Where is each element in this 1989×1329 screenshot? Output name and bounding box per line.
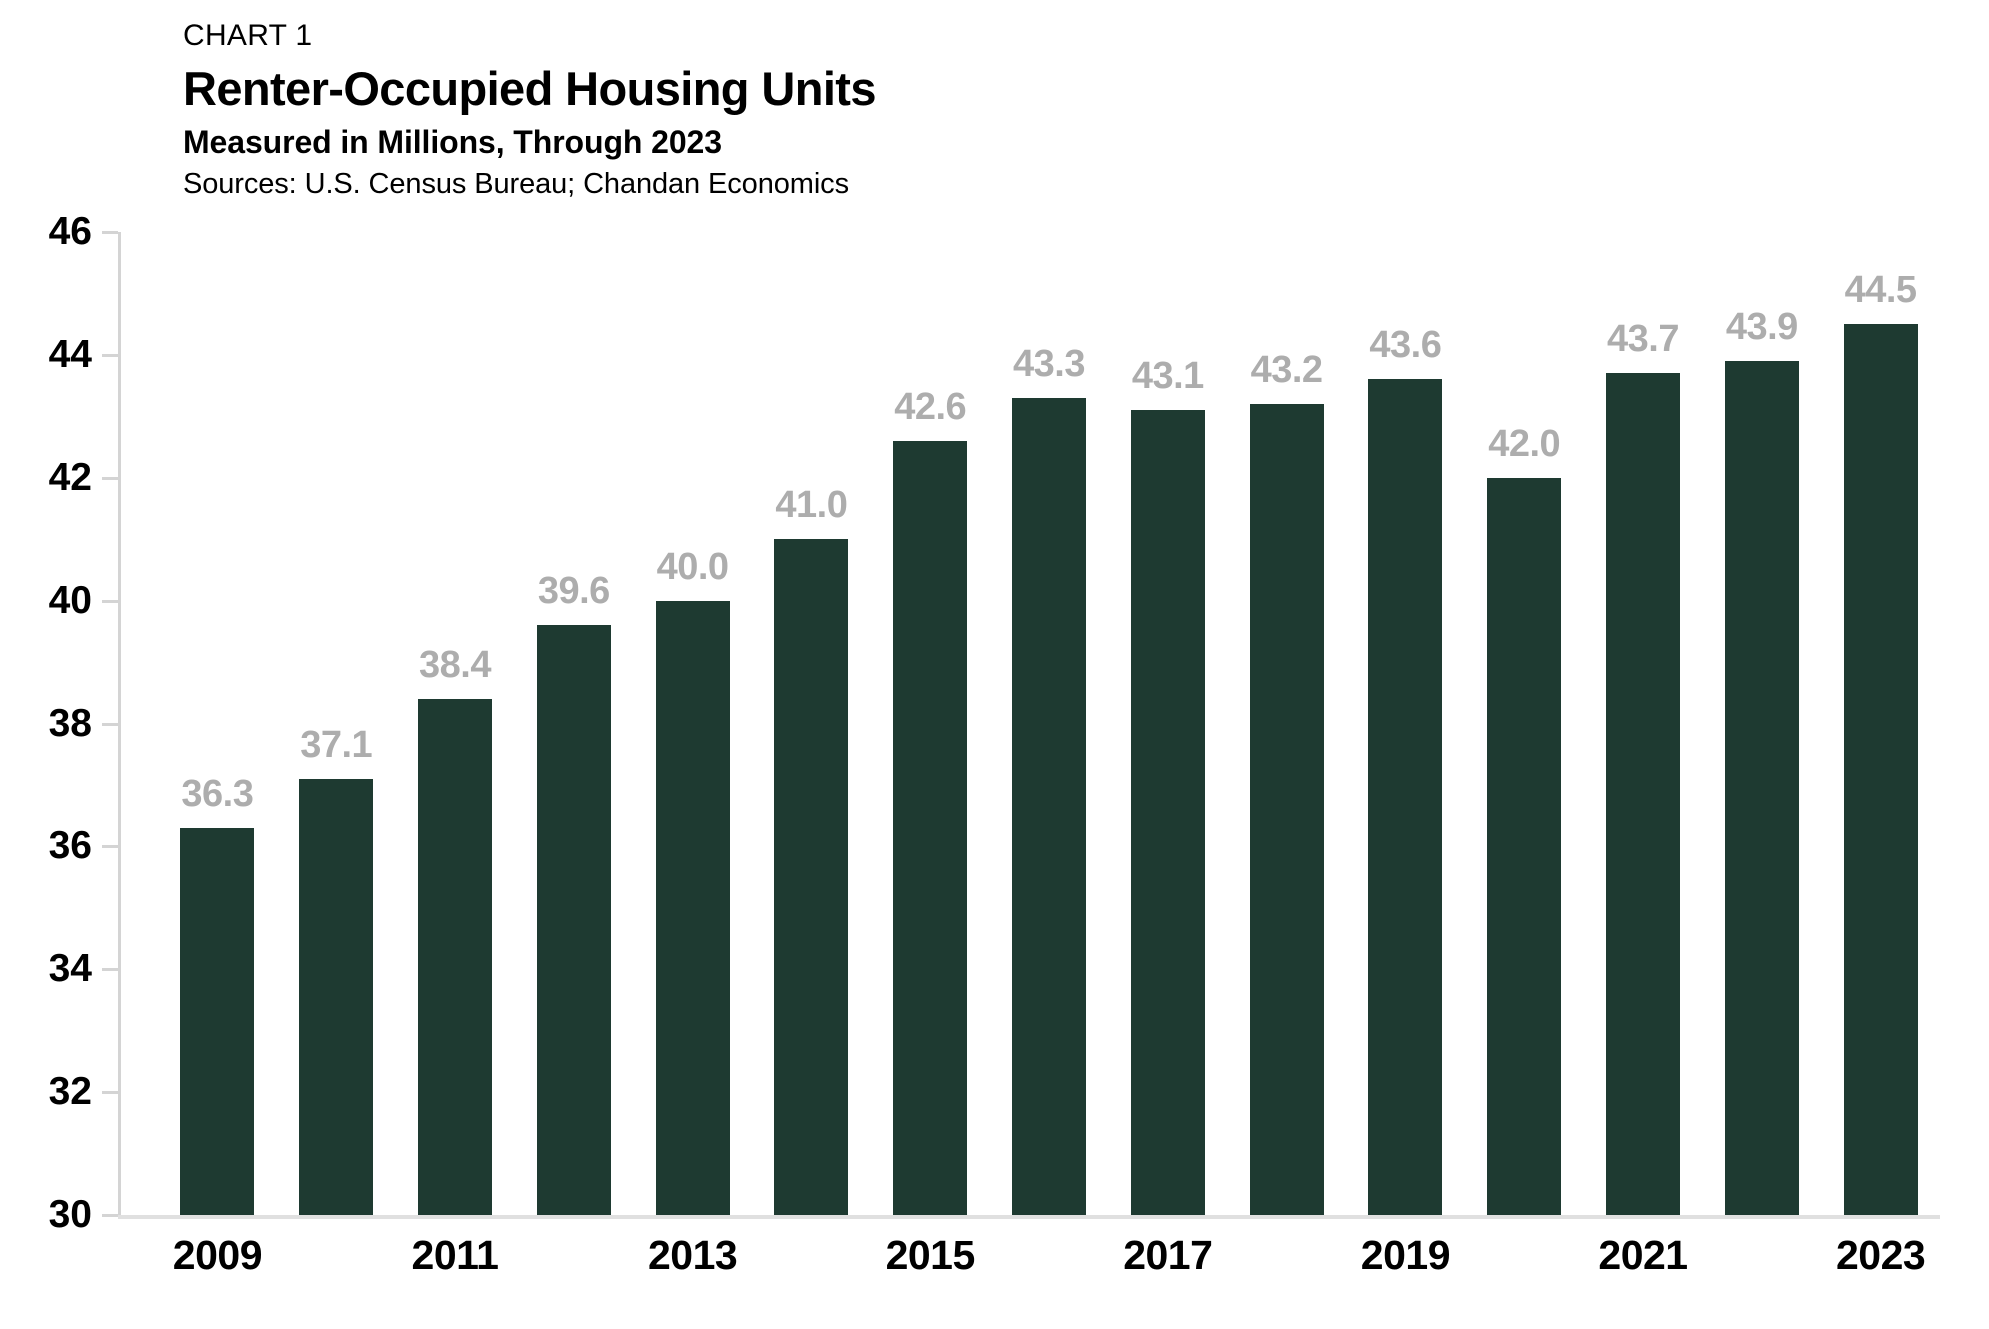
y-axis-tick [102,476,118,480]
bar-value-label: 43.9 [1725,306,1798,349]
y-axis-tick [102,353,118,357]
x-axis-label: 2017 [1123,1232,1213,1278]
bar-group[interactable]: 43.3 [1012,232,1086,1215]
y-axis-tick [102,231,118,234]
bar[interactable] [1130,410,1205,1215]
y-axis-label: 36 [48,824,92,868]
bar-group[interactable]: 43.1 [1130,232,1205,1215]
bar-value-label: 41.0 [775,484,848,527]
y-axis-label: 38 [48,701,92,745]
chart-eyebrow: CHART 1 [183,19,313,52]
bar-value-label: 42.6 [894,385,967,428]
bar[interactable] [299,778,374,1215]
y-axis-tick [102,968,118,972]
bar-group[interactable]: 42.6 [893,232,968,1215]
chart-sources: Sources: U.S. Census Bureau; Chandan Eco… [183,168,849,201]
y-axis-tick [102,599,118,603]
x-axis-label: 2015 [885,1232,976,1278]
bar[interactable] [1487,477,1562,1215]
plot-area: 46 44 42 40 38 36 34 32 30 36.3 37.1 38.4 39.6 40.0 4… [49,210,1940,1236]
bar[interactable] [1012,397,1086,1215]
y-axis-label: 46 [48,210,92,253]
x-axis-label: 2009 [172,1232,263,1278]
bar-value-label: 40.0 [656,545,729,588]
y-axis-label: 40 [48,578,92,622]
y-axis-label: 34 [48,947,92,991]
bar-group[interactable]: 38.4 [418,232,492,1215]
bar-group[interactable]: 37.1 [299,232,374,1215]
x-axis-label: 2011 [411,1232,499,1278]
bar[interactable] [418,698,492,1215]
bar-value-label: 39.6 [537,570,610,613]
x-axis-line [118,1215,1940,1219]
chart-header: CHART 1 Renter-Occupied Housing Units Me… [183,18,1383,202]
bar-value-label: 43.6 [1369,324,1442,367]
y-axis-tick [102,1214,118,1217]
bar-value-label: 38.4 [419,643,491,686]
bar-series: 36.3 37.1 38.4 39.6 40.0 41.0 42.6 43.3 43.1 43.2… [118,232,1940,1215]
bar[interactable] [536,625,611,1215]
y-axis-label: 44 [48,332,92,376]
y-axis-tick [102,722,118,726]
bar-group[interactable]: 40.0 [655,232,730,1215]
y-axis-tick [102,1091,118,1095]
bar[interactable] [1606,373,1680,1215]
chart-subtitle: Measured in Millions, Through 2023 [183,123,722,160]
y-axis-line [118,232,121,1215]
y-axis-label: 42 [48,455,92,499]
bar[interactable] [774,539,849,1215]
x-axis-labels: 2009 2011 2013 2015 2017 2019 2021 2023 [118,1232,1940,1302]
bar[interactable] [180,827,255,1215]
bar-group[interactable]: 36.3 [180,232,255,1215]
y-axis-tick [102,845,118,849]
bar-value-label: 44.5 [1844,269,1917,312]
y-axis-label: 32 [48,1070,92,1114]
bar-group[interactable]: 43.9 [1724,232,1799,1215]
bar-value-label: 36.3 [181,772,254,815]
bar[interactable] [655,600,730,1215]
bar[interactable] [1368,379,1443,1215]
bar[interactable] [893,440,968,1215]
bar-group[interactable]: 44.5 [1843,232,1918,1215]
x-axis-label: 2013 [647,1232,738,1278]
x-axis-label: 2019 [1360,1232,1451,1278]
bar-group[interactable]: 43.7 [1606,232,1680,1215]
bar-value-label: 43.2 [1250,349,1323,392]
bar[interactable] [1249,404,1324,1215]
x-axis-label: 2021 [1598,1232,1688,1278]
bar-group[interactable]: 43.2 [1249,232,1324,1215]
page-title: Renter-Occupied Housing Units [183,61,876,115]
bar[interactable] [1724,361,1799,1215]
bar-value-label: 43.7 [1607,318,1679,361]
bar-value-label: 43.1 [1131,355,1204,398]
bar[interactable] [1843,324,1918,1215]
bar-value-label: 37.1 [300,723,373,766]
bar-value-label: 43.3 [1013,342,1085,385]
bar-group[interactable]: 42.0 [1487,232,1562,1215]
bar-group[interactable]: 43.6 [1368,232,1443,1215]
x-axis-label: 2023 [1835,1232,1926,1278]
bar-group[interactable]: 39.6 [536,232,611,1215]
bar-group[interactable]: 41.0 [774,232,849,1215]
y-axis-label: 30 [48,1193,92,1236]
bar-value-label: 42.0 [1488,422,1561,465]
